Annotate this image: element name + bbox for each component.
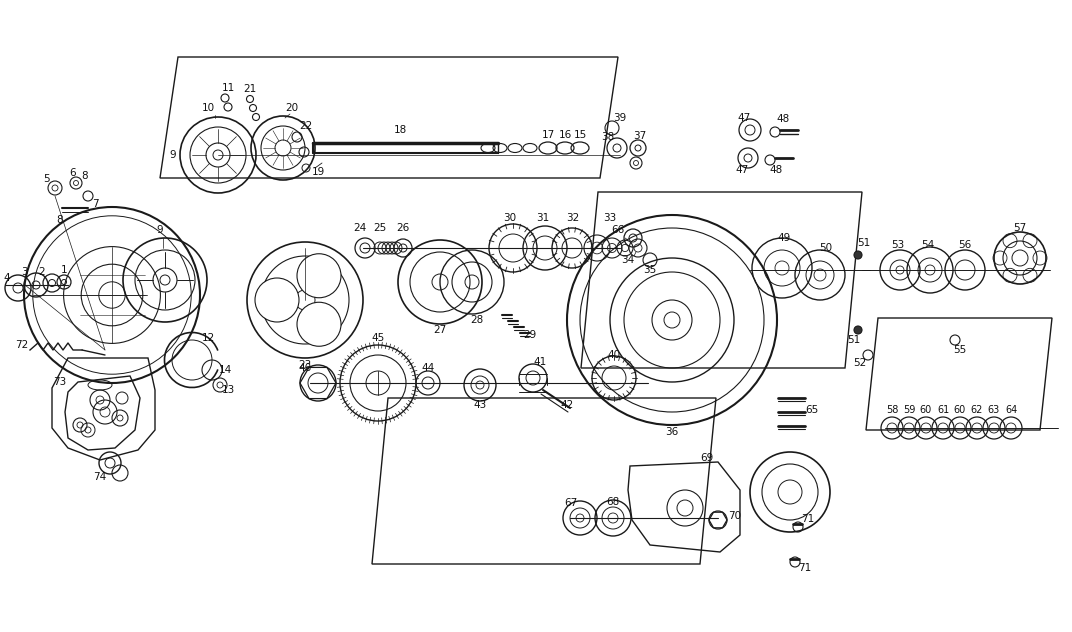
Text: 62: 62 [971,405,983,415]
Text: 71: 71 [802,514,815,524]
Text: 53: 53 [892,240,905,250]
Text: 39: 39 [613,113,627,123]
Text: 24: 24 [354,223,367,233]
Text: 43: 43 [474,400,487,410]
Text: 51: 51 [858,238,870,248]
Text: 55: 55 [953,345,967,355]
Circle shape [854,326,862,334]
Text: 72: 72 [15,340,29,350]
Text: 48: 48 [776,114,790,124]
Text: 51: 51 [847,335,861,345]
Text: 21: 21 [243,84,256,94]
Text: 57: 57 [1013,223,1027,233]
Circle shape [297,254,341,298]
Text: 66: 66 [611,225,625,235]
Text: 59: 59 [903,405,915,415]
Text: 68: 68 [607,497,620,507]
Text: 44: 44 [421,363,434,373]
Text: 8: 8 [57,215,63,225]
Text: 49: 49 [777,233,791,243]
Text: 47: 47 [735,165,748,175]
Text: 4: 4 [3,273,11,283]
Text: 14: 14 [219,365,232,375]
Text: 8: 8 [81,171,88,181]
Text: 69: 69 [700,453,714,463]
Text: 52: 52 [853,358,866,368]
Text: 13: 13 [222,385,235,395]
Text: 6: 6 [70,168,76,178]
Text: 61: 61 [937,405,949,415]
Text: 9: 9 [169,150,176,160]
Text: 67: 67 [564,498,578,508]
Text: 9: 9 [157,225,163,235]
Text: 18: 18 [393,125,406,135]
Text: 23: 23 [298,360,312,370]
Text: 45: 45 [371,333,385,343]
Text: 50: 50 [819,243,833,253]
Text: 1: 1 [61,265,68,275]
Text: 70: 70 [729,511,742,521]
Text: 56: 56 [958,240,971,250]
Text: 41: 41 [534,357,547,367]
Text: 12: 12 [202,333,214,343]
Text: 36: 36 [666,427,679,437]
Text: 63: 63 [988,405,1000,415]
Text: 25: 25 [373,223,387,233]
Text: 19: 19 [311,167,325,177]
Circle shape [854,251,862,259]
Text: 5: 5 [43,174,49,184]
Text: 40: 40 [608,350,621,360]
Text: 16: 16 [559,130,571,140]
Circle shape [255,278,299,322]
Text: 65: 65 [805,405,819,415]
Text: 10: 10 [202,103,214,113]
Text: 73: 73 [54,377,66,387]
Text: 26: 26 [397,223,410,233]
Text: 64: 64 [1004,405,1017,415]
Circle shape [297,302,341,346]
Text: 2: 2 [39,267,45,277]
Text: 74: 74 [93,472,106,482]
Text: 31: 31 [536,213,550,223]
Text: 27: 27 [433,325,447,335]
Text: 58: 58 [885,405,898,415]
Text: 38: 38 [601,132,614,142]
Text: 17: 17 [541,130,554,140]
Text: 60: 60 [954,405,966,415]
Text: 37: 37 [634,131,646,141]
Text: 7: 7 [92,199,99,209]
Text: 48: 48 [770,165,783,175]
Text: 11: 11 [222,83,235,93]
Text: 60: 60 [920,405,933,415]
Text: 71: 71 [799,563,812,573]
Text: 32: 32 [566,213,580,223]
Text: 54: 54 [921,240,935,250]
Text: 42: 42 [561,400,574,410]
Text: 28: 28 [471,315,483,325]
Text: 33: 33 [604,213,616,223]
Text: 3: 3 [20,267,27,277]
Text: 46: 46 [298,363,312,373]
Text: 15: 15 [574,130,586,140]
Text: 29: 29 [523,330,537,340]
Text: 22: 22 [299,121,313,131]
Text: 30: 30 [504,213,517,223]
Text: 20: 20 [285,103,299,113]
Text: 35: 35 [643,265,657,275]
Text: 34: 34 [622,255,635,265]
Text: 47: 47 [738,113,750,123]
